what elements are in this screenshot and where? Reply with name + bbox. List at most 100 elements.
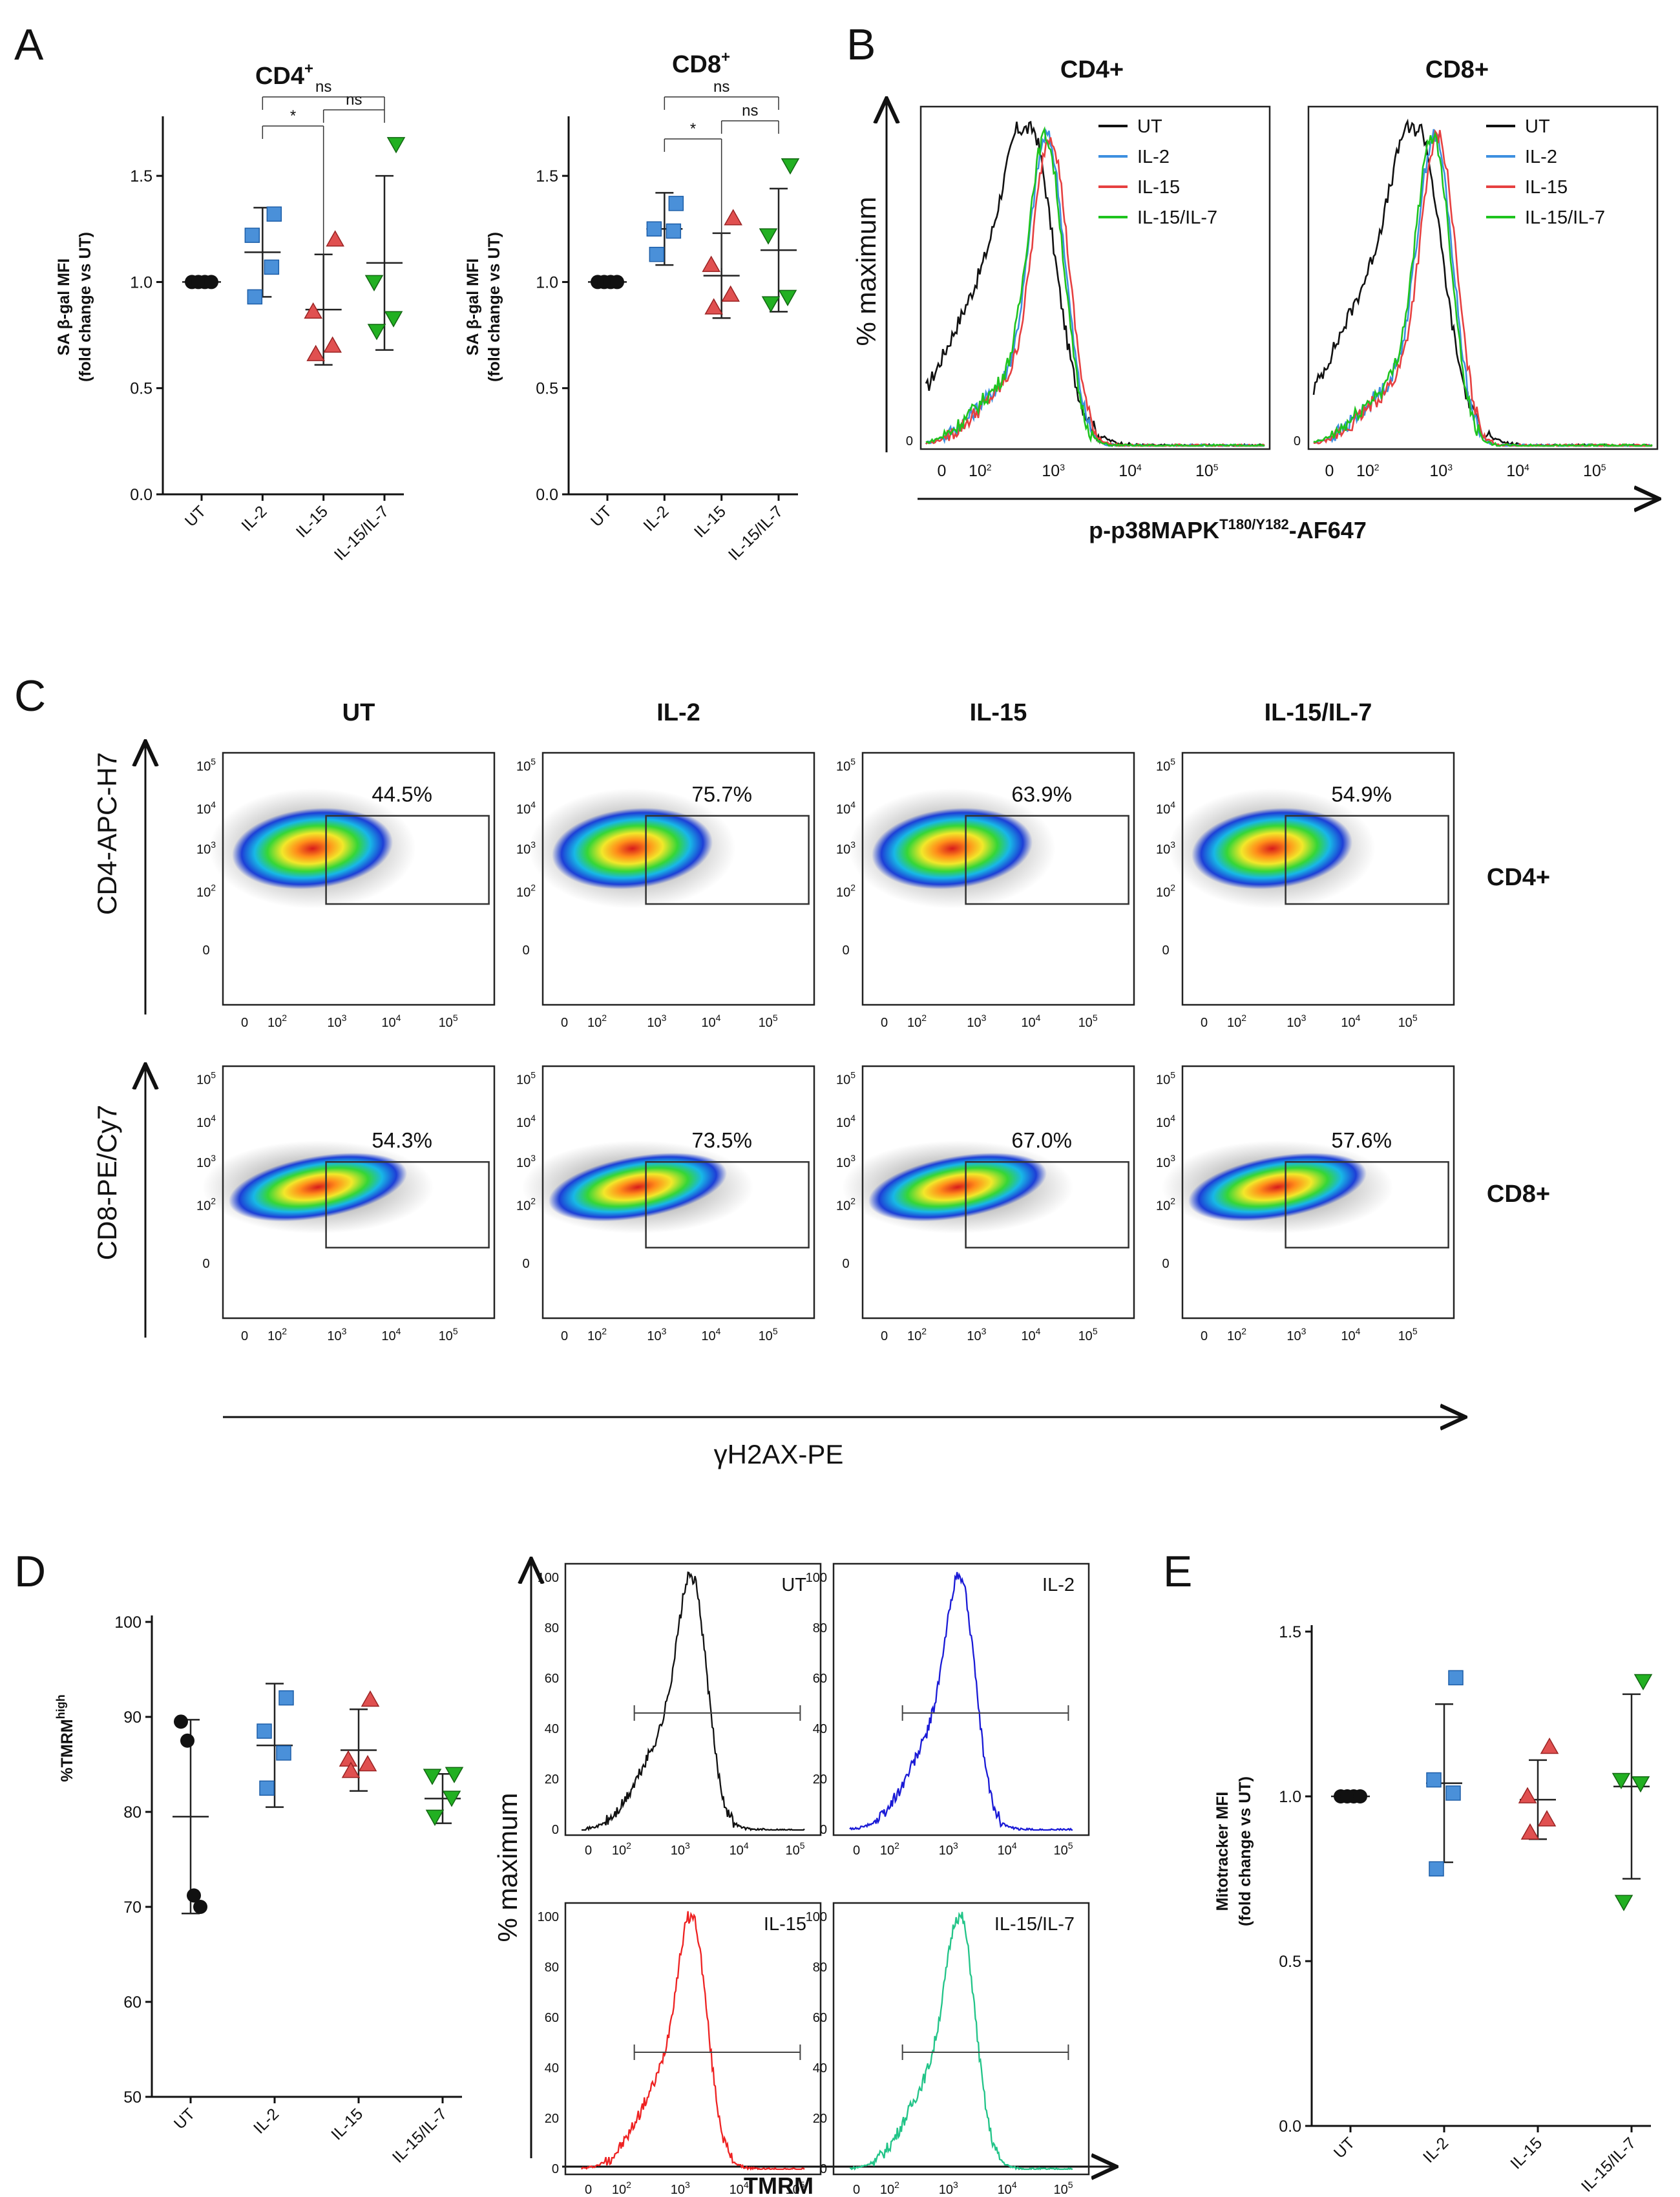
data-point: [761, 296, 781, 313]
x-tick-label: IL-15: [691, 502, 730, 541]
data-point: [759, 228, 778, 245]
x-tick-label: 103: [671, 1840, 690, 1858]
x-tick-label: 104: [1341, 1326, 1360, 1343]
y-tick-label: 102: [196, 883, 216, 900]
data-point: [1445, 1785, 1461, 1801]
density-blob: [228, 1153, 408, 1222]
flow-plot: 1051041031020010210310410554.9%: [1156, 752, 1455, 1030]
density-blob: [232, 808, 394, 890]
gate-box: [325, 1161, 490, 1249]
hist-trace: [849, 1911, 1073, 2171]
histogram-trace-il-2: [1313, 129, 1653, 447]
d-hist-x-axis-label: TMRM: [744, 2172, 814, 2197]
data-point: [304, 302, 322, 319]
y-tick-label: 80: [813, 1621, 827, 1635]
flow-plot: 1051041031020010210310410554.3%: [196, 1065, 496, 1343]
y-tick-label: 0.0: [130, 486, 152, 504]
y-tick-label: 105: [516, 757, 536, 774]
y-tick-label: 104: [836, 1113, 856, 1130]
flow-plot: 1051041031020010210310410575.7%: [516, 752, 815, 1030]
x-tick-label: 104: [730, 1840, 749, 1858]
d-hist-y-axis-label: % maximum: [492, 1792, 523, 1942]
chart-title-cd4: CD4+: [255, 60, 313, 90]
x-tick-label: 103: [967, 1326, 986, 1343]
y-tick-label: 105: [1156, 757, 1175, 774]
legend-label: IL-15/IL-7: [1137, 207, 1217, 228]
y-tick-label: 1.5: [130, 167, 152, 185]
y-tick-label: 100: [806, 1571, 827, 1585]
gate-box: [1285, 1161, 1449, 1249]
data-point: [193, 1900, 207, 1914]
y-tick-label: 100: [806, 1910, 827, 1924]
c-row-label-cd4: CD4+: [1487, 864, 1550, 891]
gate-box: [645, 815, 810, 905]
sig-label: ns: [713, 78, 730, 96]
flow-frame: [222, 752, 496, 1006]
data-point: [244, 227, 260, 243]
y-tick-label: 103: [196, 1153, 216, 1170]
data-point: [364, 275, 384, 291]
panel-label-c: C: [14, 671, 46, 720]
y-tick-label: 0: [522, 943, 529, 958]
hist-sample-label: IL-15/IL-7: [994, 1914, 1075, 1935]
density-blob: [868, 1153, 1047, 1222]
x-tick-label: IL-2: [238, 502, 270, 534]
sig-label: ns: [346, 91, 362, 109]
x-tick-label: 102: [612, 2180, 631, 2197]
gate-box: [965, 815, 1129, 905]
histogram-trace-il-15: [925, 137, 1265, 448]
x-tick-label: 105: [1583, 462, 1606, 480]
panel-a-cd8-chart: CD8+ SA β-gal MFI (fold change vs UT) 0.…: [464, 48, 800, 564]
y-tick-label: 105: [1156, 1070, 1175, 1088]
y-tick-label: 60: [813, 1672, 827, 1686]
y-tick-label: 104: [196, 799, 216, 817]
gate-percentage: 54.3%: [372, 1128, 432, 1152]
y-tick-label: 105: [516, 1070, 536, 1088]
data-point: [423, 1769, 442, 1785]
gate-percentage: 75.7%: [691, 783, 752, 806]
y-tick-label: 0: [820, 2162, 827, 2176]
x-tick-label: 105: [759, 1326, 778, 1343]
density-blob: [548, 1153, 728, 1222]
x-tick-label: 103: [1429, 462, 1453, 480]
x-tick-label: 0: [1201, 1329, 1208, 1343]
x-tick-label: IL-15/IL-7: [331, 502, 392, 563]
y-tick-label: 100: [538, 1571, 559, 1585]
y-tick-label: 0: [842, 1257, 849, 1271]
e-y-axis-label-line2: (fold change vs UT): [1236, 1776, 1254, 1926]
y-tick-label: 0: [202, 1257, 209, 1271]
sig-label: *: [290, 107, 296, 125]
panel-label-e: E: [1163, 1547, 1192, 1596]
y-tick-label: 103: [516, 1153, 536, 1170]
x-tick-label: 103: [1286, 1326, 1306, 1343]
legend-label: IL-15: [1525, 177, 1568, 198]
x-tick-label: 103: [1042, 462, 1065, 480]
x-tick-label: IL-2: [640, 502, 672, 534]
data-point: [339, 1750, 358, 1767]
y-tick-label: 40: [545, 2061, 559, 2076]
gate-percentage: 57.6%: [1331, 1128, 1392, 1152]
x-tick-label: 105: [1078, 1013, 1098, 1030]
x-tick-label: 102: [1227, 1013, 1246, 1030]
x-tick-label: UT: [171, 2105, 198, 2132]
b-x-axis-label: p-p38MAPKT180/Y182-AF647: [1089, 516, 1367, 543]
gate-box: [645, 1161, 810, 1249]
x-tick-label: 103: [967, 1013, 986, 1030]
x-tick-label: 102: [907, 1013, 927, 1030]
hist-sample-label: UT: [781, 1575, 806, 1595]
hist-frame: [1307, 105, 1659, 450]
flow-frame: [541, 752, 815, 1006]
y-tick-label: 80: [545, 1621, 559, 1635]
data-point: [361, 1690, 380, 1707]
b-y-axis-label: % maximum: [851, 196, 881, 346]
gate-percentage: 54.9%: [1331, 783, 1392, 806]
x-tick-label: IL-15: [328, 2105, 366, 2143]
histogram-trace-il-15: [1313, 129, 1653, 447]
x-tick-label: 0: [937, 462, 946, 480]
density-blob: [1188, 1153, 1367, 1222]
x-tick-label: 102: [907, 1326, 927, 1343]
data-point: [646, 221, 662, 237]
y-tick-label: 60: [123, 1993, 142, 2012]
y-tick-label: 104: [516, 1113, 536, 1130]
x-tick-label: UT: [587, 502, 615, 530]
